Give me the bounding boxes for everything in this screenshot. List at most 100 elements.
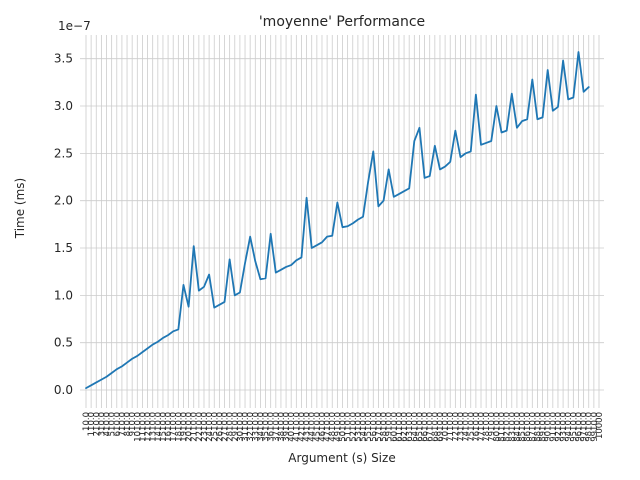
x-tick-label: 7110.0 xyxy=(446,412,456,442)
x-tick-label: 9210.0 xyxy=(554,412,564,442)
x-tick-label: 1510.0 xyxy=(159,412,169,442)
x-tick-label: 5610.0 xyxy=(369,412,379,442)
x-tick-label: 1910.0 xyxy=(179,412,189,442)
x-tick-label: 8210.0 xyxy=(503,412,513,442)
x-tick-label: 210.0 xyxy=(92,412,102,436)
x-tick-label: 3310.0 xyxy=(251,412,261,442)
x-tick-label: 3210.0 xyxy=(246,412,256,442)
x-tick-label: 3410.0 xyxy=(256,412,266,442)
x-tick-label: 9410.0 xyxy=(564,412,574,442)
x-tick-label: 8710.0 xyxy=(528,412,538,442)
y-tick-label: 3.5 xyxy=(54,52,73,66)
x-tick-label: 5210.0 xyxy=(349,412,359,442)
x-tick-label: 6310.0 xyxy=(405,412,415,442)
x-tick-label: 7010.0 xyxy=(441,412,451,442)
x-tick-label: 1110.0 xyxy=(138,412,148,442)
x-tick-label: 2310.0 xyxy=(200,412,210,442)
x-tick-label: 5710.0 xyxy=(374,412,384,442)
x-tick-label: 1010.0 xyxy=(133,412,143,442)
y-tick-label: 0.0 xyxy=(54,383,73,397)
x-tick-label: 8810.0 xyxy=(533,412,543,442)
x-tick-label: 5810.0 xyxy=(380,412,390,442)
x-tick-label: 5510.0 xyxy=(364,412,374,442)
x-tick-label: 5110.0 xyxy=(344,412,354,442)
y-tick-label: 0.5 xyxy=(54,336,73,350)
x-tick-label: 3610.0 xyxy=(267,412,277,442)
x-tick-label: 6910.0 xyxy=(436,412,446,442)
y-tick-label: 1.0 xyxy=(54,288,73,302)
x-tick-label: 2910.0 xyxy=(231,412,241,442)
x-tick-label: 10.0 xyxy=(82,412,92,431)
y-tick-label: 2.0 xyxy=(54,194,73,208)
x-tick-label: 10000 xyxy=(595,412,605,439)
x-tick-label: 9310.0 xyxy=(559,412,569,442)
x-tick-label: 1810.0 xyxy=(174,412,184,442)
x-tick-label: 3710.0 xyxy=(272,412,282,442)
x-tick-label: 1610.0 xyxy=(164,412,174,442)
x-tick-label: 6710.0 xyxy=(426,412,436,442)
x-tick-label: 7910.0 xyxy=(487,412,497,442)
x-tick-label: 7510.0 xyxy=(467,412,477,442)
x-tick-label: 6410.0 xyxy=(410,412,420,442)
x-tick-label: 9110.0 xyxy=(549,412,559,442)
x-tick-label: 1410.0 xyxy=(154,412,164,442)
y-offset-text: 1e−7 xyxy=(58,19,91,33)
x-tick-label: 7310.0 xyxy=(456,412,466,442)
x-tick-label: 1210.0 xyxy=(144,412,154,442)
x-tick-label: 4710.0 xyxy=(323,412,333,442)
x-tick-label: 4910.0 xyxy=(333,412,343,442)
x-tick-label: 5010.0 xyxy=(339,412,349,442)
x-tick-label: 4510.0 xyxy=(313,412,323,442)
x-tick-label: 4210.0 xyxy=(297,412,307,442)
x-tick-label: 8110.0 xyxy=(498,412,508,442)
x-tick-label: 6610.0 xyxy=(421,412,431,442)
y-tick-label: 1.5 xyxy=(54,241,73,255)
y-gridlines xyxy=(80,58,604,391)
x-tick-label: 4410.0 xyxy=(308,412,318,442)
x-tick-label: 2810.0 xyxy=(226,412,236,442)
x-tick-label: 9910.0 xyxy=(590,412,600,442)
x-tick-label: 7610.0 xyxy=(472,412,482,442)
x-tick-label: 2710.0 xyxy=(221,412,231,442)
x-tick-label: 4110.0 xyxy=(292,412,302,442)
x-tick-label: 5910.0 xyxy=(385,412,395,442)
x-tick-label: 2510.0 xyxy=(210,412,220,442)
x-tick-label: 110.0 xyxy=(87,412,97,436)
x-tick-label: 3110.0 xyxy=(241,412,251,442)
x-tick-label: 6210.0 xyxy=(400,412,410,442)
y-tick-labels: 0.0 0.5 1.0 1.5 2.0 2.5 3.0 3.5 xyxy=(54,52,73,397)
x-tick-label: 4310.0 xyxy=(303,412,313,442)
x-tick-label: 4010.0 xyxy=(287,412,297,442)
x-tick-label: 7410.0 xyxy=(462,412,472,442)
x-tick-label: 2110.0 xyxy=(190,412,200,442)
x-tick-label: 5310.0 xyxy=(354,412,364,442)
x-tick-label: 2610.0 xyxy=(215,412,225,442)
x-tick-label: 6510.0 xyxy=(415,412,425,442)
x-tick-label: 7810.0 xyxy=(482,412,492,442)
x-tick-label: 9010.0 xyxy=(544,412,554,442)
x-tick-label: 6110.0 xyxy=(395,412,405,442)
x-tick-label: 9810.0 xyxy=(585,412,595,442)
x-tick-label: 4810.0 xyxy=(328,412,338,442)
x-tick-label: 4610.0 xyxy=(318,412,328,442)
x-tick-label: 2210.0 xyxy=(195,412,205,442)
x-tick-label: 8910.0 xyxy=(539,412,549,442)
x-tick-label: 7210.0 xyxy=(451,412,461,442)
x-tick-label: 1710.0 xyxy=(169,412,179,442)
x-tick-label: 5410.0 xyxy=(359,412,369,442)
x-tick-label: 3910.0 xyxy=(282,412,292,442)
x-tick-label: 3010.0 xyxy=(236,412,246,442)
x-tick-label: 410.0 xyxy=(103,412,113,436)
x-tick-label: 810.0 xyxy=(123,412,133,436)
x-tick-label: 8010.0 xyxy=(492,412,502,442)
x-tick-label: 610.0 xyxy=(113,412,123,436)
x-tick-label: 8510.0 xyxy=(518,412,528,442)
y-axis-label: Time (ms) xyxy=(13,178,27,240)
y-tick-label: 2.5 xyxy=(54,146,73,160)
x-gridlines xyxy=(85,35,600,408)
x-axis-label: Argument (s) Size xyxy=(288,451,395,465)
x-tick-label: 3810.0 xyxy=(277,412,287,442)
x-tick-label: 310.0 xyxy=(97,412,107,436)
x-tick-label: 2410.0 xyxy=(205,412,215,442)
